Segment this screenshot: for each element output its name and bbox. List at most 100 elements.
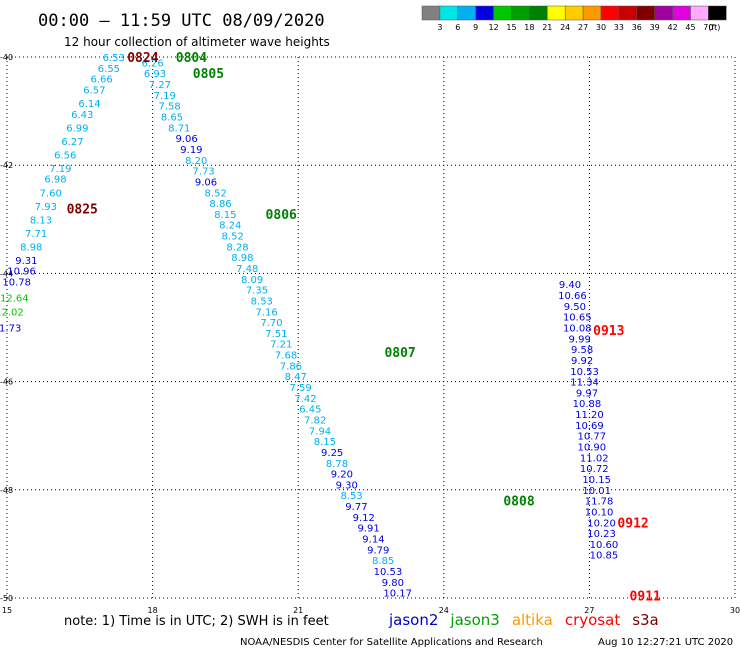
wave-height-value: 9.79 xyxy=(367,545,389,556)
wave-height-value: 7.86 xyxy=(280,361,302,372)
colorbar-label: 9 xyxy=(473,23,478,32)
pass-label: 0805 xyxy=(193,67,224,82)
pass-label: 0913 xyxy=(593,324,624,339)
pass-label: 0824 xyxy=(127,51,158,66)
wave-height-value: 8.15 xyxy=(214,210,236,221)
legend-entry: cryosat xyxy=(565,611,620,629)
colorbar-swatch xyxy=(529,5,548,21)
colorbar-label: 42 xyxy=(668,23,678,32)
wave-height-value: 10.17 xyxy=(383,589,412,600)
colorbar-label: 21 xyxy=(542,23,552,32)
wave-height-value: 8.71 xyxy=(168,123,190,134)
wave-height-value: 9.92 xyxy=(571,356,593,367)
colorbar-swatch xyxy=(600,5,620,21)
y-tick-label: -50 xyxy=(0,594,13,603)
x-tick-label: 18 xyxy=(148,606,158,615)
wave-height-value: 11.73 xyxy=(0,324,21,335)
wave-height-value: 6.27 xyxy=(61,137,83,148)
y-tick-label: -46 xyxy=(0,378,13,387)
pass-label: 0912 xyxy=(617,516,648,531)
colorbar-swatch xyxy=(708,5,727,21)
pass-label: 0804 xyxy=(176,51,207,66)
wave-height-value: 7.27 xyxy=(149,80,171,91)
legend-entry: jason2 xyxy=(388,611,438,629)
colorbar-swatch xyxy=(439,5,459,21)
wave-height-value: 8.15 xyxy=(314,437,336,448)
colorbar-label: 30 xyxy=(596,23,606,32)
wave-height-value: 9.91 xyxy=(357,524,379,535)
wave-height-value: 9.40 xyxy=(559,280,581,291)
colorbar-label: 6 xyxy=(455,23,460,32)
wave-height-value: 6.45 xyxy=(299,405,321,416)
wave-height-value: 8.53 xyxy=(251,296,273,307)
colorbar-label: 18 xyxy=(524,23,534,32)
wave-height-value: 10.96 xyxy=(7,267,36,278)
wave-height-value: 7.19 xyxy=(49,164,71,175)
y-tick-label: -40 xyxy=(0,53,13,62)
wave-height-value: 8.52 xyxy=(222,232,244,243)
colorbar-label: 39 xyxy=(650,23,660,32)
colorbar-swatch xyxy=(582,5,602,21)
wave-height-value: 8.24 xyxy=(219,221,241,232)
wave-height-value: 9.31 xyxy=(15,256,37,267)
colorbar-swatch xyxy=(564,5,584,21)
wave-height-value: 7.58 xyxy=(158,102,180,113)
wave-height-value: 8.98 xyxy=(231,253,253,264)
legend-entry: jason3 xyxy=(449,611,499,629)
wave-height-value: 7.70 xyxy=(260,318,282,329)
wave-height-value: 10.90 xyxy=(578,443,607,454)
wave-height-value: 9.14 xyxy=(362,534,384,545)
wave-height-value: 6.53 xyxy=(103,53,125,64)
wave-height-value: 10.88 xyxy=(573,399,602,410)
colorbar-swatch xyxy=(618,5,638,21)
wave-height-value: 6.55 xyxy=(98,64,120,75)
pass-label: 0808 xyxy=(503,495,534,510)
wave-height-value: 7.73 xyxy=(192,167,214,178)
wave-height-value: 9.12 xyxy=(353,513,375,524)
wave-height-value: 6.99 xyxy=(66,123,88,134)
wave-height-value: 7.94 xyxy=(309,426,331,437)
colorbar-swatch xyxy=(690,5,709,21)
colorbar-swatch xyxy=(547,5,566,21)
wave-height-value: 9.25 xyxy=(321,448,343,459)
wave-height-value: 10.78 xyxy=(2,278,31,289)
legend-entry: altika xyxy=(512,611,553,629)
wave-height-value: 9.50 xyxy=(564,302,586,313)
colorbar-swatch xyxy=(475,5,494,21)
colorbar-label: 3 xyxy=(437,23,442,32)
wave-height-value: 9.97 xyxy=(576,388,598,399)
wave-height-value: 8.65 xyxy=(161,113,183,124)
wave-height-value: 10.08 xyxy=(563,324,592,335)
wave-height-value: 8.09 xyxy=(241,275,263,286)
wave-height-value: 8.85 xyxy=(372,556,394,567)
wave-height-value: 11.78 xyxy=(585,497,614,508)
wave-height-value: 9.99 xyxy=(569,334,591,345)
wave-height-value: 7.21 xyxy=(270,340,292,351)
wave-height-value: 10.15 xyxy=(582,475,611,486)
wave-height-value: 9.80 xyxy=(382,578,404,589)
satellite-legend: jason2 jason3 altika cryosat s3a xyxy=(388,611,659,629)
wave-height-value: 11.02 xyxy=(580,453,609,464)
color-scale-bar: 3 6 9 12 15 18 21 24 27 30 33 36 39 42 45 70(ft) xyxy=(421,5,727,32)
wave-height-value: 10.60 xyxy=(590,540,619,551)
wave-height-value: 12.02 xyxy=(0,307,24,318)
wave-height-value: 7.42 xyxy=(294,394,316,405)
x-tick-label: 27 xyxy=(584,606,594,615)
y-tick-label: -42 xyxy=(0,161,13,170)
wave-height-value: 7.35 xyxy=(246,286,268,297)
colorbar-label: 70 xyxy=(703,23,713,32)
wave-height-value: 9.19 xyxy=(180,145,202,156)
wave-height-value: 8.78 xyxy=(326,459,348,470)
pass-label: 0806 xyxy=(266,208,297,223)
wave-height-value: 6.66 xyxy=(91,75,113,86)
wave-height-value: 10.10 xyxy=(585,507,614,518)
wave-height-value: 10.65 xyxy=(563,313,592,324)
pass-label: 0825 xyxy=(67,202,98,217)
wave-height-value: 7.82 xyxy=(304,415,326,426)
wave-height-points: 6.536.556.666.57 6.146.43 6.99 6.27 6.56 7.19… xyxy=(0,53,618,600)
wave-height-value: 7.68 xyxy=(275,351,297,362)
wave-height-value: 8.47 xyxy=(285,372,307,383)
wave-height-value: 7.48 xyxy=(236,264,258,275)
wave-height-value: 6.26 xyxy=(141,58,163,69)
